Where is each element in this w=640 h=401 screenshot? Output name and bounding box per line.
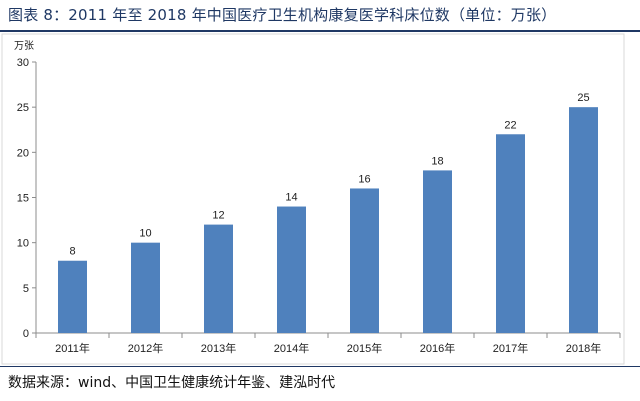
bar — [569, 107, 598, 334]
x-tick-label: 2011年 — [55, 341, 90, 355]
x-tick-label: 2016年 — [420, 341, 455, 355]
x-tick-label: 2013年 — [201, 341, 236, 355]
bar-chart: 万张 0 5 10 15 20 25 30 8 2011年 10 2012年 12 2013年 14 2014… — [1, 33, 625, 365]
data-label: 22 — [504, 119, 516, 131]
y-tick-label: 5 — [23, 283, 29, 295]
y-tick-label: 30 — [17, 57, 29, 69]
x-tick-label: 2012年 — [128, 341, 163, 355]
data-label: 8 — [69, 246, 75, 258]
title-divider — [0, 30, 640, 32]
data-label: 14 — [285, 192, 297, 204]
y-tick-label: 25 — [17, 102, 29, 114]
bar — [131, 242, 160, 333]
bar — [496, 134, 525, 333]
x-tick-label: 2018年 — [566, 341, 601, 355]
bar — [423, 170, 452, 333]
source-divider — [0, 366, 640, 367]
y-tick-label: 10 — [17, 238, 29, 250]
bar — [277, 206, 306, 333]
data-label: 16 — [358, 173, 370, 185]
y-tick-label: 15 — [17, 193, 29, 205]
data-label: 10 — [139, 228, 151, 240]
data-label: 12 — [212, 210, 224, 222]
x-tick-label: 2017年 — [493, 341, 528, 355]
y-axis-unit-label: 万张 — [14, 40, 34, 52]
y-tick-label: 20 — [17, 147, 29, 159]
data-label: 25 — [577, 92, 589, 104]
x-tick-label: 2014年 — [274, 341, 309, 355]
bar — [204, 224, 233, 333]
y-tick-label: 0 — [23, 328, 29, 340]
data-source: 数据来源：wind、中国卫生健康统计年鉴、建泓时代 — [8, 375, 336, 391]
figure-title: 图表 8：2011 年至 2018 年中国医疗卫生机构康复医学科床位数（单位：万… — [8, 6, 557, 24]
bar — [58, 260, 87, 333]
bar — [350, 188, 379, 333]
chart-frame — [1, 33, 625, 365]
data-label: 18 — [431, 155, 443, 167]
x-tick-label: 2015年 — [347, 341, 382, 355]
